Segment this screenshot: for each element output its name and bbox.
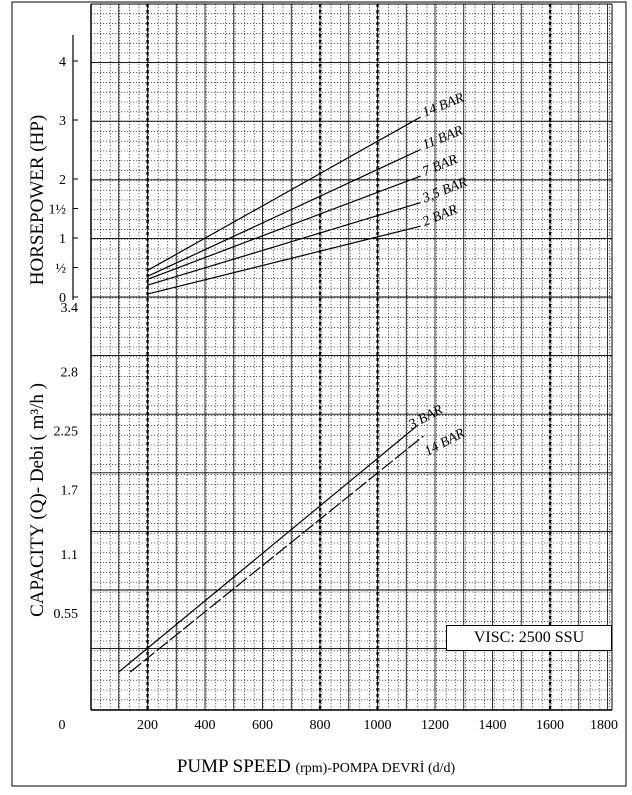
x-tick-label: 200 bbox=[137, 718, 158, 733]
horsepower-tick-label: 4 bbox=[59, 55, 66, 70]
x-tick-label: 600 bbox=[252, 718, 273, 733]
horsepower-series-label: 7 BAR bbox=[421, 152, 461, 180]
x-axis-title-units: (rpm)-POMPA DEVRİ (d/d) bbox=[295, 761, 456, 776]
capacity-tick-label: 3.4 bbox=[61, 301, 79, 316]
horsepower-series-label: 2 BAR bbox=[421, 202, 461, 230]
x-axis-title: PUMP SPEED (rpm)-POMPA DEVRİ (d/d) bbox=[0, 756, 632, 778]
x-tick-label: 1200 bbox=[421, 718, 449, 733]
horsepower-series-line bbox=[147, 202, 421, 286]
viscosity-label: VISC: 2500 SSU bbox=[446, 625, 612, 651]
horsepower-tick-label: 1½ bbox=[49, 203, 67, 218]
x-tick-label: 1800 bbox=[590, 718, 618, 733]
horsepower-series-line bbox=[147, 116, 421, 271]
x-tick-label: 400 bbox=[195, 718, 216, 733]
capacity-tick-label: 2.8 bbox=[61, 366, 79, 381]
horsepower-series-line bbox=[147, 175, 421, 280]
capacity-tick-label: 1.1 bbox=[61, 548, 79, 563]
x-tick-label: 1000 bbox=[364, 718, 392, 733]
horsepower-series-line bbox=[147, 148, 421, 277]
horsepower-tick-label: ½ bbox=[56, 262, 67, 277]
x-tick-label: 1400 bbox=[479, 718, 507, 733]
horsepower-tick-label: 1 bbox=[59, 232, 66, 247]
horsepower-tick-label: 0 bbox=[59, 291, 66, 306]
capacity-series-label: 3 BAR bbox=[406, 402, 446, 433]
x-tick-label: 1600 bbox=[536, 718, 564, 733]
axes bbox=[72, 4, 613, 711]
horsepower-series-line bbox=[147, 225, 421, 295]
horsepower-tick-label: 2 bbox=[59, 173, 66, 188]
capacity-tick-label: 1.7 bbox=[61, 484, 79, 499]
horsepower-series-label: 14 BAR bbox=[421, 91, 467, 121]
outer-border bbox=[11, 1, 627, 787]
capacity-axis-title: CAPACITY (Q)- Debi ( m³/h ) bbox=[27, 383, 48, 617]
grid bbox=[90, 3, 612, 710]
horsepower-tick-label: 3 bbox=[59, 114, 66, 129]
capacity-tick-label: 2.25 bbox=[54, 425, 79, 440]
x-tick-label: 800 bbox=[310, 718, 331, 733]
x-axis-title-main: PUMP SPEED bbox=[176, 756, 296, 777]
capacity-series-label: 14 BAR bbox=[422, 426, 468, 460]
capacity-series-line bbox=[129, 435, 424, 673]
capacity-series-line bbox=[118, 424, 419, 673]
x-tick-label: 0 bbox=[59, 718, 66, 733]
horsepower-axis-title: HORSEPOWER (HP) bbox=[27, 114, 48, 286]
capacity-tick-label: 0.55 bbox=[54, 607, 79, 622]
